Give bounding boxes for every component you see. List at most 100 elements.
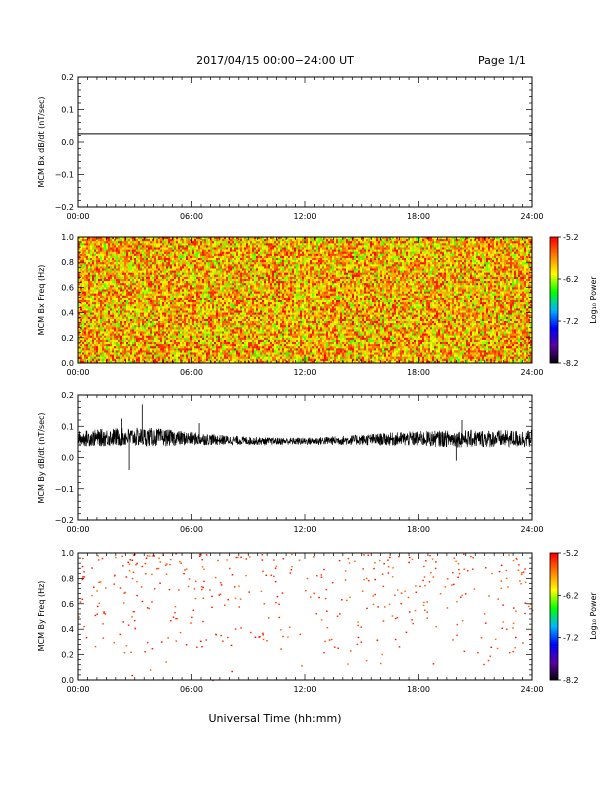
spectrogram-cell [164, 325, 167, 328]
spectrogram-cell [180, 333, 183, 336]
spectrogram-cell [136, 304, 139, 307]
spectrogram-cell [186, 331, 189, 334]
spectrogram-cell [138, 318, 141, 322]
spectrogram-cell [164, 272, 167, 275]
spectrogram-cell [160, 325, 163, 328]
spectrogram-cell [218, 291, 221, 294]
spectrogram-cell [224, 304, 227, 307]
spectrogram-cell [136, 279, 139, 282]
spectrogram-cell [180, 247, 183, 250]
spectrogram-cell [78, 260, 81, 263]
spectrogram-cell [194, 306, 197, 309]
spectrogram-cell [144, 312, 147, 315]
spectrogram-cell [192, 306, 195, 309]
spectrogram-cell [166, 287, 169, 290]
spectrogram-cell [120, 304, 123, 307]
spectrogram-cell [106, 308, 109, 311]
spectrogram-cell [120, 318, 123, 322]
spectrogram-cell [196, 289, 199, 292]
spectrogram-cell [104, 352, 107, 355]
spectrogram-cell [234, 339, 237, 343]
spectrogram-cell [210, 260, 213, 263]
spectrogram-cell [208, 342, 211, 345]
spectrogram-cell [180, 302, 183, 305]
spectrogram-cell [184, 253, 187, 257]
spectrogram-cell [158, 333, 161, 336]
spectrogram-cell [236, 327, 239, 330]
spectrogram-cell [228, 325, 231, 328]
spectrogram-cell [152, 346, 155, 349]
spectrogram-cell [190, 354, 193, 357]
spectrogram-cell [198, 360, 201, 364]
spectrogram-cell [162, 358, 165, 362]
spectrogram-cell [188, 270, 191, 273]
spectrogram-cell [236, 289, 239, 292]
spectrogram-cell [238, 302, 241, 305]
spectrogram-cell [110, 318, 113, 322]
spectrogram-cell [96, 321, 99, 324]
spectrogram-cell [184, 266, 187, 269]
spectrogram-cell [126, 253, 129, 257]
spectrogram-cell [180, 251, 183, 254]
spectrogram-cell [88, 245, 91, 248]
spectrogram-cell [104, 258, 107, 261]
spectrogram-cell [154, 285, 157, 288]
spectrogram-cell [118, 237, 121, 240]
spectrogram-cell [178, 314, 181, 317]
spectrogram-cell [138, 302, 141, 305]
spectrogram-cell [184, 327, 187, 330]
spectrogram-cell [178, 325, 181, 328]
spectrogram-cell [138, 287, 141, 290]
spectrogram-cell [176, 237, 179, 240]
spectrogram-cell [160, 314, 163, 317]
spectrogram-cell [102, 339, 105, 343]
spectrogram-cell [142, 268, 145, 271]
spectrogram-cell [194, 287, 197, 290]
spectrogram-cell [204, 260, 207, 263]
spectrogram-cell [208, 272, 211, 275]
spectrogram-cell [222, 287, 225, 290]
spectrogram-cell [124, 249, 127, 252]
spectrogram-cell [158, 283, 161, 286]
spectrogram-cell [208, 293, 211, 296]
spectrogram-cell [134, 258, 137, 261]
spectrogram-cell [192, 274, 195, 278]
spectrogram-cell [210, 350, 213, 353]
spectrogram-cell [236, 337, 239, 341]
spectrogram-cell [112, 348, 115, 351]
spectrogram-cell [202, 329, 205, 332]
spectrogram-cell [134, 333, 137, 336]
spectrogram-cell [130, 329, 133, 332]
spectrogram-cell [140, 306, 143, 309]
spectrogram-cell [194, 249, 197, 252]
spectrogram-cell [160, 247, 163, 250]
spectrogram-cell [122, 346, 125, 349]
spectrogram-cell [126, 318, 129, 322]
spectrogram-cell [230, 283, 233, 286]
spectrogram-cell [192, 316, 195, 320]
spectrogram-cell [220, 358, 223, 362]
spectrogram-cell [148, 260, 151, 263]
spectrogram-cell [230, 335, 233, 338]
spectrogram-cell [130, 249, 133, 252]
spectrogram-cell [106, 318, 109, 322]
spectrogram-cell [206, 300, 209, 303]
spectrogram-cell [98, 289, 101, 292]
spectrogram-cell [82, 260, 85, 263]
spectrogram-cell [90, 272, 93, 275]
spectrogram-cell [148, 335, 151, 338]
spectrogram-cell [238, 255, 241, 259]
spectrogram-cell [212, 268, 215, 271]
spectrogram-cell [176, 287, 179, 290]
spectrogram-cell [112, 279, 115, 282]
spectrogram-cell [112, 274, 115, 278]
spectrogram-cell [126, 285, 129, 288]
spectrogram-cell [82, 262, 85, 265]
spectrogram-cell [234, 342, 237, 345]
spectrogram-cell [170, 272, 173, 275]
spectrogram-cell [148, 358, 151, 362]
spectrogram-cell [214, 348, 217, 351]
spectrogram-cell [170, 260, 173, 263]
spectrogram-cell [148, 237, 151, 240]
spectrogram-cell [206, 348, 209, 351]
